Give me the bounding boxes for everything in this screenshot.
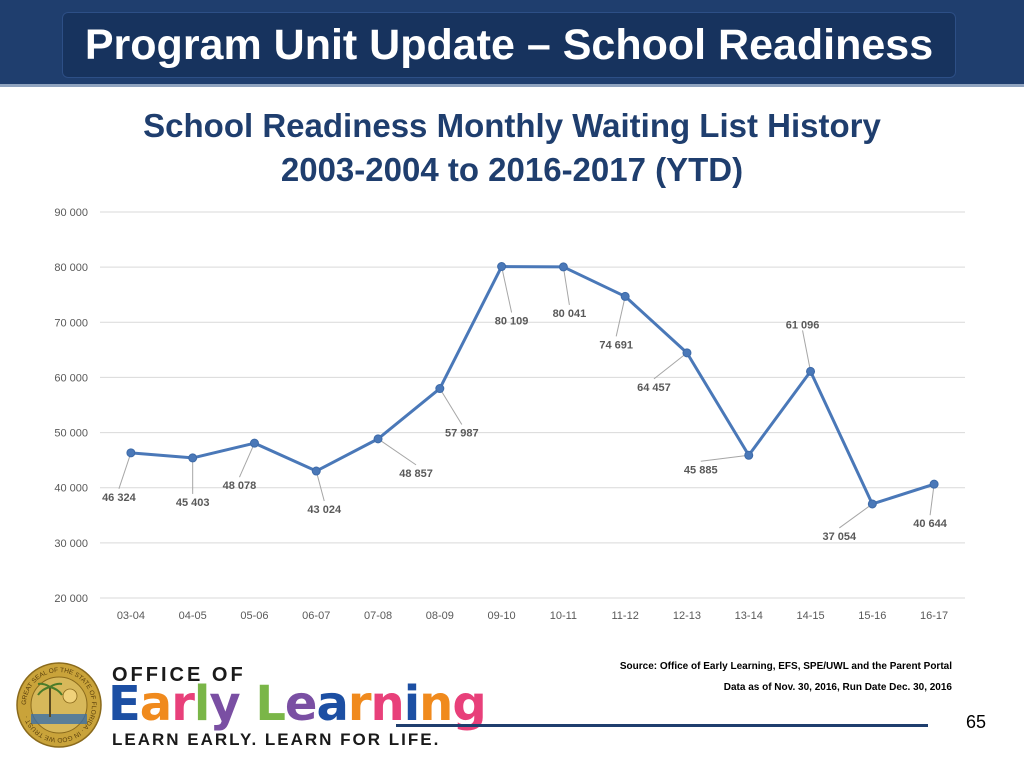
data-point xyxy=(620,291,630,301)
florida-seal-icon: GREAT SEAL OF THE STATE OF FLORIDA · IN … xyxy=(16,662,102,748)
data-label-leader xyxy=(118,452,132,490)
y-tick-label: 50 000 xyxy=(54,428,88,440)
data-point xyxy=(744,450,754,460)
data-point xyxy=(558,262,568,272)
logo-letter: n xyxy=(370,676,405,732)
x-tick-label: 13-14 xyxy=(735,610,763,622)
data-label-leader xyxy=(239,442,255,478)
data-label-leader xyxy=(700,454,749,462)
data-label: 46 324 xyxy=(102,492,137,504)
data-label: 48 857 xyxy=(399,468,433,480)
x-tick-label: 14-15 xyxy=(796,610,824,622)
data-label-leader xyxy=(439,388,463,425)
y-tick-label: 40 000 xyxy=(54,483,88,495)
x-tick-label: 16-17 xyxy=(920,610,948,622)
logo-letter: r xyxy=(347,676,372,732)
logo-letter: n xyxy=(419,676,453,732)
data-point xyxy=(249,438,259,448)
data-point xyxy=(867,499,877,509)
x-tick-label: 04-05 xyxy=(179,610,207,622)
data-label: 37 054 xyxy=(822,531,857,543)
slide-title: Program Unit Update – School Readiness xyxy=(84,21,934,69)
y-tick-label: 80 000 xyxy=(54,262,88,274)
x-tick-label: 06-07 xyxy=(302,610,330,622)
data-point xyxy=(311,466,321,476)
data-label: 64 457 xyxy=(637,382,671,394)
logo-letter: a xyxy=(139,676,172,732)
source-note: Source: Office of Early Learning, EFS, S… xyxy=(620,656,952,698)
logo-letter: E xyxy=(108,676,141,732)
data-label-leader xyxy=(501,266,513,313)
data-label: 80 041 xyxy=(553,308,587,320)
logo-letter: g xyxy=(452,676,486,732)
x-tick-label: 12-13 xyxy=(673,610,701,622)
chart-title-line-1: School Readiness Monthly Waiting List Hi… xyxy=(143,107,881,144)
data-label: 43 024 xyxy=(307,504,342,516)
data-point xyxy=(682,348,692,358)
logo-word-early: Early xyxy=(108,676,241,732)
logo-wordmark: Early Learning xyxy=(108,676,487,732)
x-tick-label: 05-06 xyxy=(240,610,268,622)
data-point xyxy=(373,434,383,444)
logo-tagline: LEARN EARLY. LEARN FOR LIFE. xyxy=(112,730,441,749)
logo-word-learning: Learning xyxy=(255,676,486,732)
header-title-box xyxy=(62,12,956,78)
data-label-leader xyxy=(615,296,626,337)
logo-letter: e xyxy=(284,676,318,732)
logo-letter: y xyxy=(209,676,240,732)
x-tick-label: 11-12 xyxy=(612,610,639,622)
data-point xyxy=(806,366,816,376)
chart-title-line-2: 2003-2004 to 2016-2017 (YTD) xyxy=(280,151,744,188)
y-tick-label: 60 000 xyxy=(54,372,88,384)
logo-office-of: OFFICE OF xyxy=(112,664,246,686)
data-label: 45 885 xyxy=(684,464,718,476)
x-tick-label: 09-10 xyxy=(488,610,516,622)
x-tick-label: 15-16 xyxy=(858,610,886,622)
source-line-1: Source: Office of Early Learning, EFS, S… xyxy=(619,661,952,672)
data-label: 48 078 xyxy=(223,480,257,492)
data-label: 40 644 xyxy=(913,518,948,530)
source-line-2: Data as of Nov. 30, 2016, Run Date Dec. … xyxy=(723,682,952,693)
data-label: 61 096 xyxy=(786,319,820,331)
x-tick-label: 10-11 xyxy=(550,610,577,622)
page-number: 65 xyxy=(965,712,986,732)
x-tick-label: 07-08 xyxy=(364,610,392,622)
data-label: 80 109 xyxy=(495,316,529,328)
y-tick-label: 30 000 xyxy=(54,538,88,550)
data-point xyxy=(929,479,939,489)
x-tick-label: 08-09 xyxy=(426,610,454,622)
data-point xyxy=(435,384,445,394)
chart-title: School Readiness Monthly Waiting List Hi… xyxy=(0,104,1024,192)
data-label: 57 987 xyxy=(445,428,479,440)
y-tick-label: 20 000 xyxy=(54,593,88,605)
logo-letter: a xyxy=(316,676,348,732)
logo-letter: L xyxy=(255,676,286,732)
data-label-leader xyxy=(315,470,325,502)
logo-letter: l xyxy=(193,676,210,732)
data-point xyxy=(188,453,198,463)
x-tick-label: 03-04 xyxy=(117,610,145,622)
logo-letter: i xyxy=(403,676,420,732)
data-label-leader xyxy=(562,266,570,305)
line-chart: 20 000 30 000 40 000 50 000 60 000 70 000 80 0… xyxy=(54,207,965,622)
y-tick-label: 90 000 xyxy=(54,207,88,219)
data-label-leader xyxy=(839,503,873,529)
data-label: 45 403 xyxy=(176,497,210,509)
data-label: 74 691 xyxy=(599,339,633,351)
data-point xyxy=(126,448,136,458)
footer-divider xyxy=(396,724,928,727)
y-tick-label: 70 000 xyxy=(54,317,88,329)
data-point xyxy=(497,262,507,272)
series-line xyxy=(130,265,935,506)
data-label-leader xyxy=(377,438,417,466)
data-label-leader xyxy=(929,484,935,516)
logo-letter: r xyxy=(171,676,195,732)
data-label-leader xyxy=(802,330,812,372)
data-label-leader xyxy=(653,352,688,380)
